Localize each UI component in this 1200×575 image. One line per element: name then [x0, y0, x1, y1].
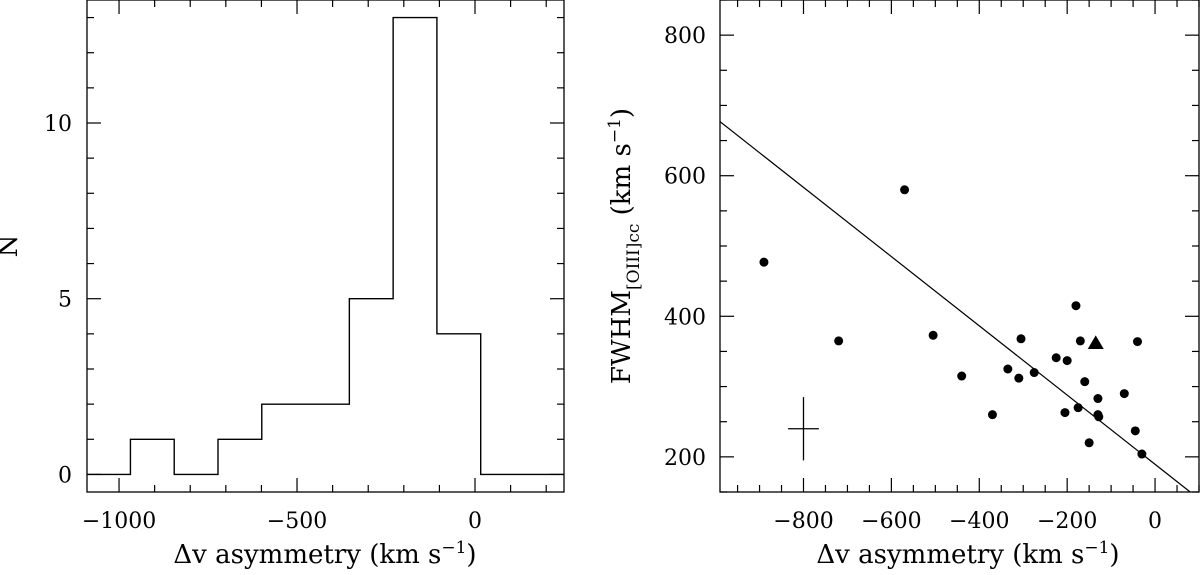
scatter-y-axis-title-main: FWHM [607, 290, 637, 384]
triangle-marker [1087, 335, 1104, 349]
scatter-y-axis-title-close: ) [607, 108, 637, 118]
x-tick-label: 0 [468, 509, 482, 534]
scatter-point [957, 371, 967, 381]
histogram-x-axis-title: Δv asymmetry (km s−1) [173, 538, 476, 570]
scatter-frame [719, 0, 1200, 493]
histogram-frame [86, 0, 565, 493]
scatter-y-axis-title-unit: (km s [607, 143, 637, 223]
scatter-point [834, 336, 844, 346]
scatter-y-axis-title-sup: −1 [605, 118, 625, 143]
y-tick-label: 0 [58, 463, 72, 488]
histogram-y-axis-title: N [0, 235, 24, 258]
scatter-point [1093, 394, 1103, 404]
histogram-steps [87, 16, 564, 476]
histogram-x-axis-title-sup: −1 [441, 538, 466, 558]
special-point [1087, 335, 1104, 349]
scatter-point [1080, 377, 1090, 387]
fit-line [719, 121, 1191, 493]
scatter-point [1132, 337, 1142, 347]
scatter-point [900, 185, 910, 195]
scatter-point [759, 257, 769, 267]
scatter-point [1094, 412, 1104, 422]
y-tick-label: 600 [664, 165, 706, 190]
y-tick-label: 400 [664, 305, 706, 330]
scatter-point [1003, 364, 1013, 374]
scatter-point [1062, 356, 1072, 366]
scatter-point [987, 410, 997, 420]
scatter-ticks [720, 0, 1200, 493]
scatter-point [1119, 389, 1129, 399]
scatter-point [1073, 403, 1083, 413]
x-tick-label: −1000 [82, 509, 156, 534]
scatter-tick-labels: −800 −600 −400 −200 0 200 400 600 800 [664, 24, 1162, 534]
histogram-ticks [87, 0, 564, 492]
scatter-y-axis-title-sub: [OIII]cc [624, 224, 644, 290]
scatter-point [1060, 408, 1070, 418]
x-tick-label: 0 [1148, 509, 1162, 534]
histogram-panel: −1000 −500 0 0 5 10 N Δv asymmetry (km s−1) [0, 0, 565, 570]
scatter-point [1137, 449, 1147, 459]
scatter-point [1071, 301, 1081, 311]
x-tick-label: −200 [1037, 509, 1097, 534]
scatter-point [1051, 353, 1061, 363]
scatter-y-axis-title: FWHM[OIII]cc (km s−1) [605, 108, 644, 384]
histogram-tick-labels: −1000 −500 0 0 5 10 [44, 112, 482, 534]
scatter-points [759, 185, 1147, 459]
scatter-point [1084, 438, 1094, 448]
scatter-x-axis-title: Δv asymmetry (km s−1) [816, 538, 1119, 570]
error-cross [788, 397, 819, 461]
scatter-point [1075, 336, 1085, 346]
x-tick-label: −500 [267, 509, 327, 534]
scatter-point [1016, 334, 1026, 344]
scatter-x-axis-title-sup: −1 [1084, 538, 1109, 558]
histogram-x-axis-title-close: ) [466, 540, 476, 570]
x-tick-label: −800 [773, 509, 833, 534]
y-tick-label: 10 [44, 112, 72, 137]
y-tick-label: 5 [58, 288, 72, 313]
y-tick-label: 200 [664, 446, 706, 471]
scatter-point [1014, 373, 1024, 383]
scatter-x-axis-title-close: ) [1109, 540, 1119, 570]
x-tick-label: −400 [949, 509, 1009, 534]
scatter-point [1029, 368, 1039, 378]
scatter-x-axis-title-main: Δv asymmetry (km s [816, 540, 1084, 570]
scatter-point [928, 330, 938, 340]
x-tick-label: −600 [861, 509, 921, 534]
scatter-panel: −800 −600 −400 −200 0 200 400 600 800 FWHM[OIII]… [605, 0, 1200, 570]
y-tick-label: 800 [664, 24, 706, 49]
histogram-x-axis-title-main: Δv asymmetry (km s [173, 540, 441, 570]
scatter-point [1130, 426, 1140, 436]
